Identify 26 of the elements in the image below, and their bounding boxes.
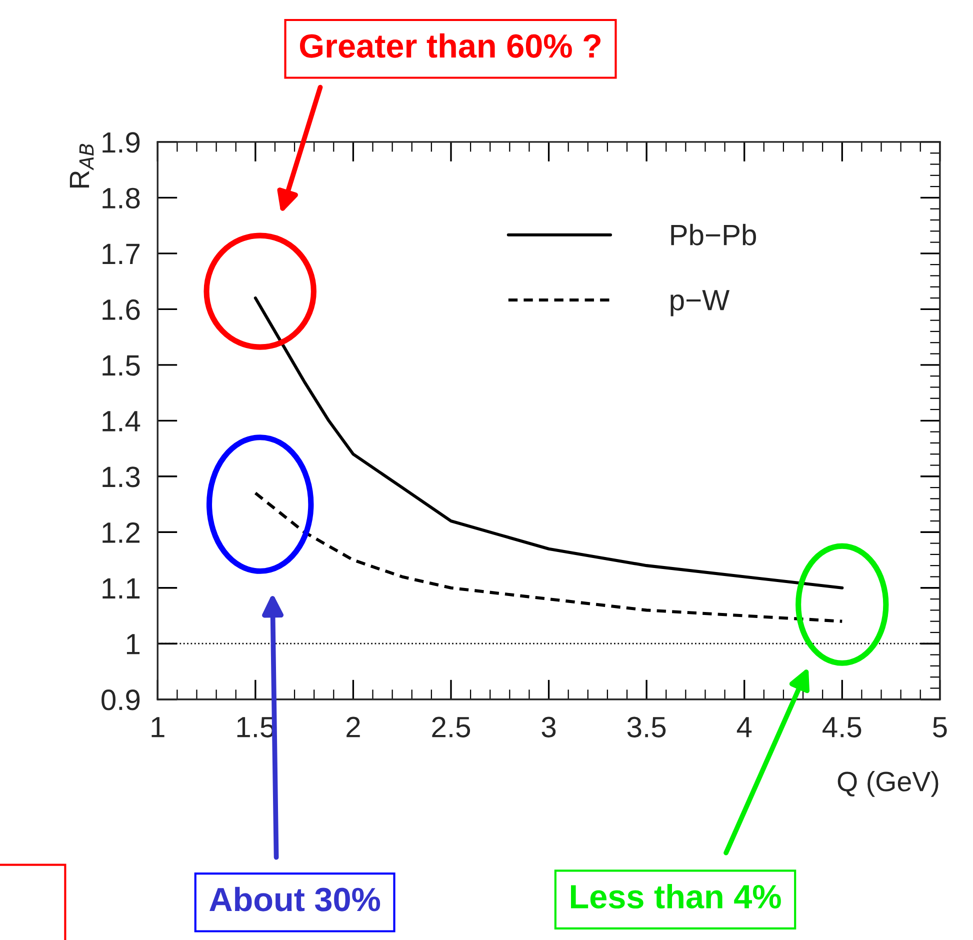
y-tick-label: 1.5 [102, 355, 140, 376]
y-tick-label: 1.2 [102, 522, 140, 543]
y-tick-label: 1 [126, 634, 140, 654]
y-tick-label: 1.8 [102, 188, 140, 209]
x-tick-label: 3.5 [627, 716, 666, 738]
text: Less than 4% [570, 884, 781, 909]
x-tick-label: 2 [346, 716, 360, 738]
text: Greater than 60% ? [300, 33, 600, 58]
y-tick-label: 1.3 [102, 466, 140, 488]
x-tick-label: 4.5 [822, 717, 862, 738]
text: About 30% [210, 886, 380, 912]
y-axis-title: R$_{AB}$ [70, 144, 94, 188]
x-axis-title: Q (GeV) [838, 770, 938, 797]
legend-label: Pb−Pb [671, 224, 756, 246]
x-tick-label: 5 [932, 717, 947, 738]
y-tick-label: 1.6 [102, 299, 140, 320]
y-tick-label: 0.9 [102, 690, 140, 710]
legend-label: p−W [670, 290, 730, 316]
x-tick-label: 1 [152, 717, 164, 738]
y-tick-label: 1.7 [102, 244, 140, 264]
x-tick-label: 3 [542, 716, 556, 738]
y-tick-label: 1.9 [102, 132, 140, 153]
y-tick-label: 1.4 [102, 411, 140, 432]
x-tick-label: 4 [736, 717, 752, 738]
y-tick-label: 1.1 [102, 578, 140, 598]
x-tick-label: 2.5 [432, 716, 470, 738]
